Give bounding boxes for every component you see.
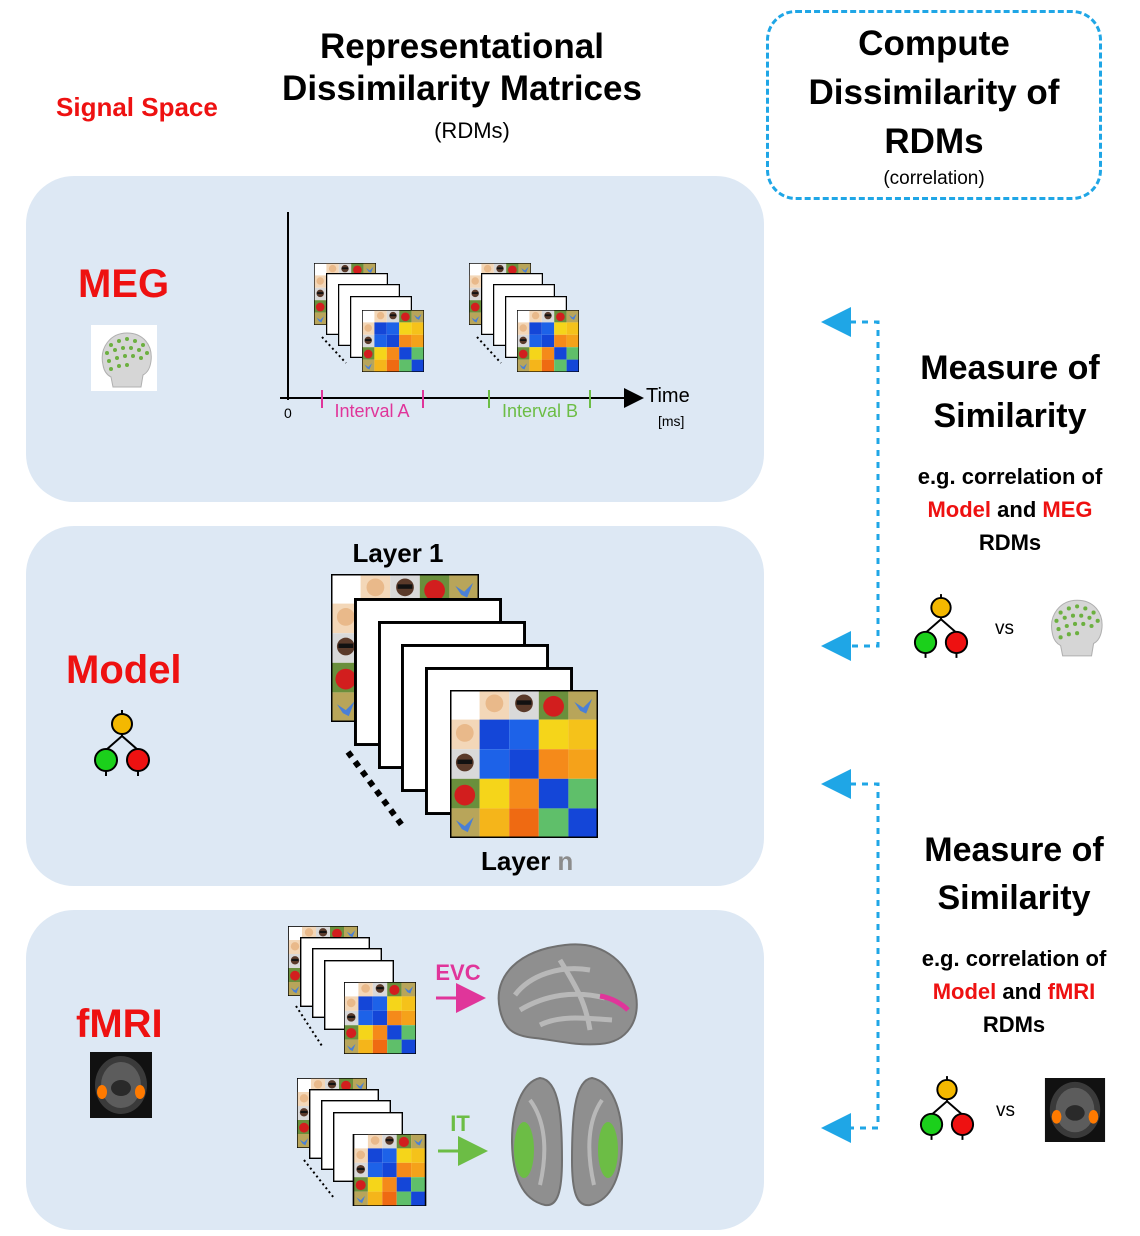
interval-b-label: Interval B — [502, 401, 578, 421]
compute-title: Compute Dissimilarity of RDMs — [769, 19, 1099, 166]
similarity-fmri-and-word: and — [1002, 979, 1042, 1004]
similarity-meg-text: e.g. correlation of Model and MEG RDMs — [890, 460, 1130, 559]
compute-subtitle: (correlation) — [883, 168, 985, 189]
evc-label: EVC — [435, 960, 480, 985]
similarity-meg: Measure of Similarity e.g. correlation o… — [890, 344, 1130, 559]
similarity-meg-title-line2: Similarity — [933, 397, 1087, 435]
similarity-fmri-vs: vs — [996, 1100, 1015, 1121]
rdm-title: Representational Dissimilarity Matrices — [262, 26, 662, 110]
layer-1-label: Layer 1 — [352, 538, 443, 568]
rdm-title-line1: Representational — [320, 27, 604, 66]
it-label: IT — [450, 1111, 470, 1136]
meg-axis-origin: 0 — [284, 405, 292, 421]
similarity-meg-model-word: Model — [927, 497, 992, 522]
compute-title-line2: Dissimilarity of — [808, 73, 1060, 112]
similarity-meg-modality-word: MEG — [1042, 497, 1093, 522]
model-label: Model — [66, 648, 182, 692]
similarity-fmri-text-line1: e.g. correlation of — [921, 946, 1107, 971]
model-tree-icon — [94, 709, 150, 777]
similarity-fmri-title-line1: Measure of — [924, 831, 1104, 869]
similarity-fmri-modality-word: fMRI — [1047, 979, 1096, 1004]
similarity-meg-head-icon — [1040, 592, 1108, 660]
similarity-fmri-title-line2: Similarity — [937, 879, 1091, 917]
similarity-meg-text-line2: Model and MEG — [890, 493, 1130, 526]
similarity-fmri-model-word: Model — [932, 979, 997, 1004]
meg-similarity-bracket — [838, 320, 880, 648]
similarity-meg-vs: vs — [995, 618, 1014, 639]
fmri-label: fMRI — [76, 1002, 163, 1046]
compute-title-line1: Compute — [858, 24, 1010, 63]
rdm-title-line2: Dissimilarity Matrices — [282, 69, 642, 108]
fmri-brain-icon — [90, 1052, 152, 1118]
compute-title-line3: RDMs — [884, 122, 984, 161]
similarity-meg-model-icon — [913, 593, 969, 659]
brain-medial-view — [497, 943, 638, 1046]
similarity-fmri-text-line3: RDMs — [982, 1012, 1046, 1037]
compute-box: Compute Dissimilarity of RDMs (correlati… — [766, 10, 1102, 200]
similarity-meg-title: Measure of Similarity — [890, 344, 1130, 440]
meg-axis-unit: [ms] — [658, 413, 684, 429]
similarity-fmri-model-icon — [919, 1075, 975, 1141]
similarity-fmri: Measure of Similarity e.g. correlation o… — [894, 826, 1134, 1041]
similarity-fmri-title: Measure of Similarity — [894, 826, 1134, 922]
meg-rdm-stack-a — [314, 263, 424, 372]
meg-head-icon — [91, 325, 157, 391]
similarity-fmri-brain-icon — [1044, 1078, 1106, 1142]
meg-axis-time: Time — [646, 385, 690, 407]
signal-space-label: Signal Space — [56, 92, 218, 122]
similarity-fmri-text: e.g. correlation of Model and fMRI RDMs — [894, 942, 1134, 1041]
model-rdm-stack — [331, 574, 598, 838]
similarity-fmri-text-line2: Model and fMRI — [894, 975, 1134, 1008]
interval-a-label: Interval A — [334, 401, 409, 421]
rdm-subtitle: (RDMs) — [434, 118, 510, 143]
similarity-meg-text-line3: RDMs — [978, 530, 1042, 555]
brain-ventral-view — [510, 1076, 624, 1207]
fmri-rdm-stack-evc — [288, 926, 416, 1054]
fmri-similarity-bracket — [838, 782, 880, 1130]
fmri-rdm-stack-it — [297, 1078, 427, 1206]
meg-rdm-stack-b — [469, 263, 579, 372]
meg-label: MEG — [78, 262, 170, 306]
similarity-meg-title-line1: Measure of — [920, 349, 1100, 387]
similarity-meg-text-line1: e.g. correlation of — [917, 464, 1103, 489]
layer-n-label: Layer n — [481, 846, 573, 876]
similarity-meg-and-word: and — [997, 497, 1037, 522]
